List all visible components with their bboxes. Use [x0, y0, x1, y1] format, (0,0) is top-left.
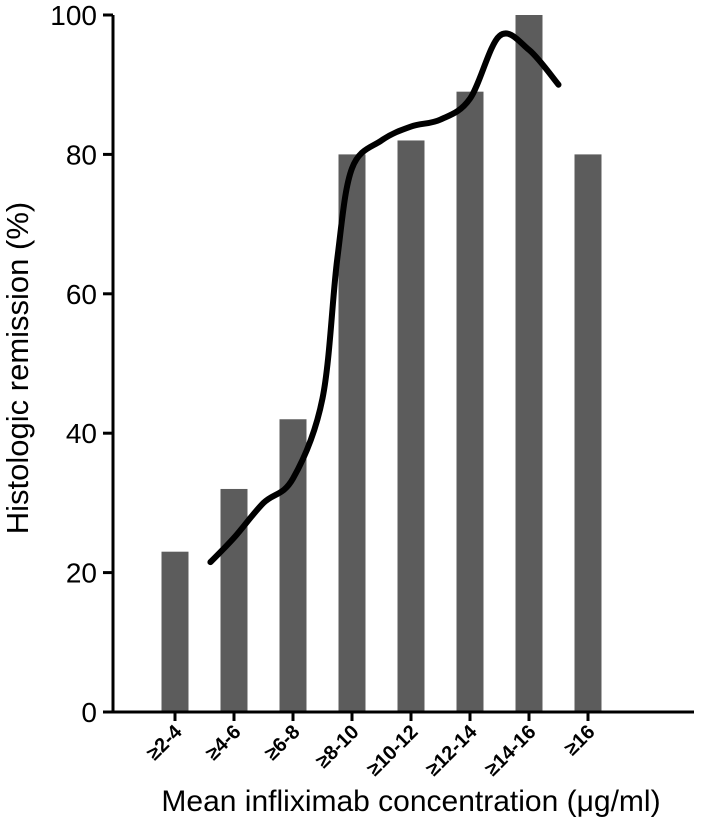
- bar-3: [279, 419, 307, 712]
- y-tick-label-0: 0: [81, 697, 97, 728]
- bar-6: [456, 91, 484, 713]
- bar-1: [161, 551, 189, 712]
- x-category-label-3: ≥6-8: [261, 721, 305, 765]
- y-tick-label-100: 100: [50, 0, 97, 31]
- y-tick-label-40: 40: [66, 418, 97, 449]
- x-category-label-2: ≥4-6: [202, 721, 246, 765]
- bar-8: [574, 154, 602, 712]
- x-category-labels: ≥2-4 ≥4-6 ≥6-8 ≥8-10 ≥10-12 ≥12-14 ≥14-16 ≥16: [143, 720, 600, 780]
- x-axis-label: Mean infliximab concentration (μg/ml): [161, 785, 660, 818]
- y-tick-label-80: 80: [66, 139, 97, 170]
- y-tick-label-60: 60: [66, 279, 97, 310]
- x-category-label-6: ≥12-14: [422, 720, 482, 780]
- trend-curve: [207, 30, 562, 566]
- x-category-label-7: ≥14-16: [481, 721, 540, 780]
- axes-layer: [103, 13, 694, 721]
- x-category-label-5: ≥10-12: [363, 721, 422, 780]
- y-tick-labels: 0 20 40 60 80 100: [50, 0, 97, 728]
- y-axis-label: Histologic remission (%): [0, 202, 35, 534]
- y-tick-label-20: 20: [66, 558, 97, 589]
- bar-4: [338, 154, 366, 712]
- x-category-label-8: ≥16: [560, 721, 599, 760]
- bars-layer: [161, 15, 602, 713]
- x-category-label-1: ≥2-4: [143, 720, 187, 764]
- x-category-label-4: ≥8-10: [312, 721, 364, 773]
- trend-layer: [207, 30, 562, 566]
- bar-5: [397, 140, 425, 712]
- bar-7: [515, 15, 543, 712]
